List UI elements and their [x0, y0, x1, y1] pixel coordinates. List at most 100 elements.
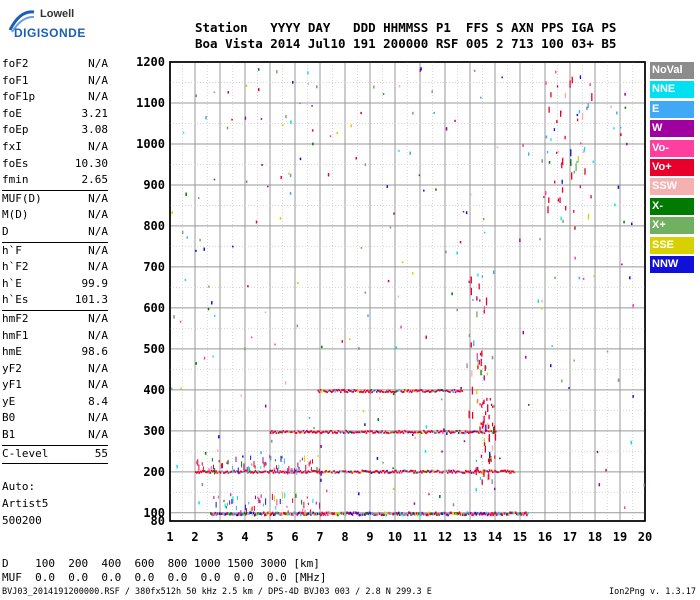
echo-dot: [263, 470, 266, 473]
echo-dot: [385, 431, 388, 434]
echo-dot: [561, 179, 563, 184]
echo-dot: [560, 216, 562, 221]
echo-dot: [418, 389, 421, 392]
echo-dot: [616, 111, 618, 115]
echo-dot: [200, 471, 203, 474]
echo-dot: [467, 470, 469, 473]
echo-dot: [345, 471, 348, 474]
echo-dot: [392, 431, 395, 434]
echo-dot: [333, 512, 336, 515]
echo-dot: [243, 463, 245, 470]
echo-dot: [431, 512, 434, 516]
echo-dot: [276, 499, 278, 506]
echo-dot: [245, 180, 248, 183]
echo-dot: [407, 431, 409, 434]
echo-dot: [328, 431, 331, 434]
echo-dot: [578, 110, 581, 114]
echo-dot: [457, 512, 460, 516]
echo-dot: [470, 276, 472, 284]
echo-dot: [409, 469, 412, 472]
echo-dot: [475, 430, 478, 433]
echo-dot: [453, 431, 455, 434]
echo-dot: [447, 513, 449, 517]
echo-dot: [478, 432, 480, 434]
echo-dot: [312, 498, 314, 504]
echo-dot: [361, 513, 364, 516]
echo-dot: [579, 185, 581, 189]
y-tick-label: 100: [143, 506, 165, 520]
echo-dot: [301, 471, 304, 474]
echo-dot: [427, 469, 430, 472]
echo-dot: [442, 470, 445, 473]
echo-dot: [214, 467, 216, 475]
echo-dot: [523, 512, 526, 515]
echo-dot: [480, 431, 482, 433]
echo-dot: [312, 511, 314, 515]
echo-dot: [366, 470, 368, 473]
echo-dot: [327, 470, 330, 473]
echo-dot: [285, 115, 287, 119]
param-name: foF1p: [2, 90, 36, 104]
echo-dot: [397, 470, 400, 473]
param-value: N/A: [88, 139, 108, 153]
echo-dot: [335, 471, 338, 474]
echo-dot: [573, 210, 575, 213]
echo-dot: [227, 472, 230, 474]
echo-dot: [213, 464, 214, 470]
echo-dot: [292, 498, 294, 503]
echo-dot: [422, 470, 424, 472]
echo-dot: [428, 493, 430, 496]
echo-dot: [445, 127, 448, 131]
echo-dot: [256, 472, 259, 474]
echo-dot: [271, 494, 273, 501]
echo-dot: [288, 465, 290, 471]
echo-dot: [257, 512, 259, 515]
echo-dot: [195, 471, 197, 473]
echo-dot: [302, 429, 305, 432]
echo-dot: [471, 431, 473, 434]
param-name: foEp: [2, 123, 29, 137]
echo-dot: [390, 471, 393, 474]
echo-dot: [352, 390, 354, 393]
echo-dot: [550, 138, 552, 141]
echo-dot: [235, 506, 237, 511]
echo-dot: [553, 128, 556, 132]
echo-dot: [255, 220, 258, 224]
echo-dot: [471, 513, 473, 516]
echo-dot: [337, 471, 340, 474]
echo-dot: [482, 420, 484, 427]
echo-dot: [308, 470, 311, 473]
param-value: N/A: [88, 224, 108, 238]
echo-dot: [338, 430, 341, 433]
x-tick-label: 14: [488, 530, 502, 544]
echo-dot: [374, 431, 377, 434]
echo-dot: [235, 470, 238, 472]
echo-dot: [210, 512, 212, 515]
param-row: h`F2 N/A: [2, 259, 108, 276]
echo-dot: [274, 513, 276, 516]
echo-dot: [374, 513, 376, 516]
echo-dot: [203, 356, 206, 360]
echo-dot: [412, 431, 415, 434]
echo-dot: [358, 471, 360, 474]
echo-dot: [298, 511, 301, 514]
echo-dot: [273, 467, 275, 471]
echo-dot: [466, 511, 469, 514]
echo-dot: [299, 431, 301, 434]
echo-dot: [240, 470, 242, 473]
echo-dot: [354, 470, 357, 473]
param-value: N/A: [88, 57, 108, 70]
echo-dot: [363, 470, 366, 473]
echo-dot: [408, 430, 410, 433]
echo-dot: [438, 470, 440, 472]
echo-dot: [340, 391, 342, 394]
echo-dot: [231, 470, 233, 473]
echo-dot: [473, 340, 475, 347]
echo-dot: [408, 511, 410, 514]
echo-dot: [430, 470, 432, 473]
echo-dot: [202, 466, 204, 473]
echo-dot: [233, 512, 236, 516]
x-tick-label: 12: [438, 530, 452, 544]
echo-dot: [342, 512, 345, 516]
echo-dot: [438, 513, 440, 516]
